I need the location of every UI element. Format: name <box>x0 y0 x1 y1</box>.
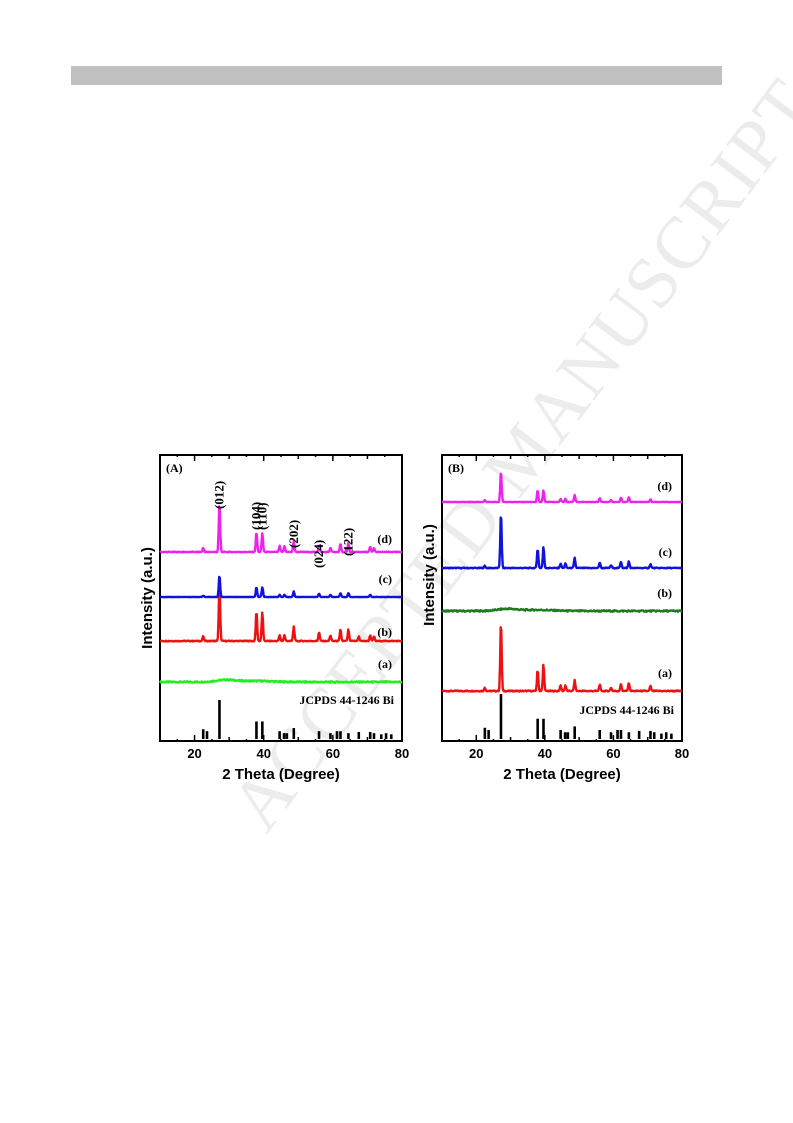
series-label: (b) <box>657 586 672 600</box>
x-tick-label: 60 <box>326 746 340 761</box>
header-bar <box>71 66 722 85</box>
series-label: (d) <box>377 532 392 546</box>
y-axis-title: Intensity (a.u.) <box>139 547 156 649</box>
x-tick-label: 20 <box>187 746 201 761</box>
x-tick-label: 80 <box>675 746 689 761</box>
series-line-a <box>441 626 683 693</box>
x-tick-label: 40 <box>256 746 270 761</box>
hkl-label: (122) <box>340 528 355 556</box>
series-label: (c) <box>379 572 392 586</box>
series-label: (a) <box>378 657 392 671</box>
hkl-label: (012) <box>211 481 226 509</box>
y-axis-title: Intensity (a.u.) <box>421 524 438 626</box>
series-label: (b) <box>377 625 392 639</box>
x-axis-title: 2 Theta (Degree) <box>222 766 340 783</box>
hkl-label: (024) <box>311 540 326 568</box>
hkl-label: (104) <box>248 502 263 530</box>
x-tick-label: 80 <box>395 746 409 761</box>
panel-label: (B) <box>448 461 464 475</box>
reference-label: JCPDS 44-1246 Bi <box>579 703 674 717</box>
x-tick-label: 40 <box>538 746 552 761</box>
series-label: (d) <box>657 479 672 493</box>
series-line-c <box>441 516 683 570</box>
chart-panel-a: 20 40 60 80 2 Theta (Degree) Intensity (a.u.)… <box>139 454 409 783</box>
chart-panel-b: 20 40 60 80 2 Theta (Degree) Intensity (a.u.)… <box>421 454 689 783</box>
panel-label: (A) <box>166 461 183 475</box>
series-line-d <box>159 505 403 554</box>
reference-label: JCPDS 44-1246 Bi <box>299 693 394 707</box>
series-line-c <box>159 575 403 599</box>
series-line-d <box>441 472 683 504</box>
plot-frame <box>441 454 683 742</box>
x-axis-title: 2 Theta (Degree) <box>503 766 621 783</box>
hkl-label: (202) <box>286 520 301 548</box>
series-label: (c) <box>659 545 672 559</box>
hkl-label: (110) <box>254 503 269 530</box>
series-line-a <box>158 677 403 684</box>
series-label: (a) <box>658 666 672 680</box>
x-tick-label: 60 <box>606 746 620 761</box>
series-line-b <box>159 587 403 643</box>
x-tick-label: 20 <box>469 746 483 761</box>
series-line-b <box>441 607 683 613</box>
